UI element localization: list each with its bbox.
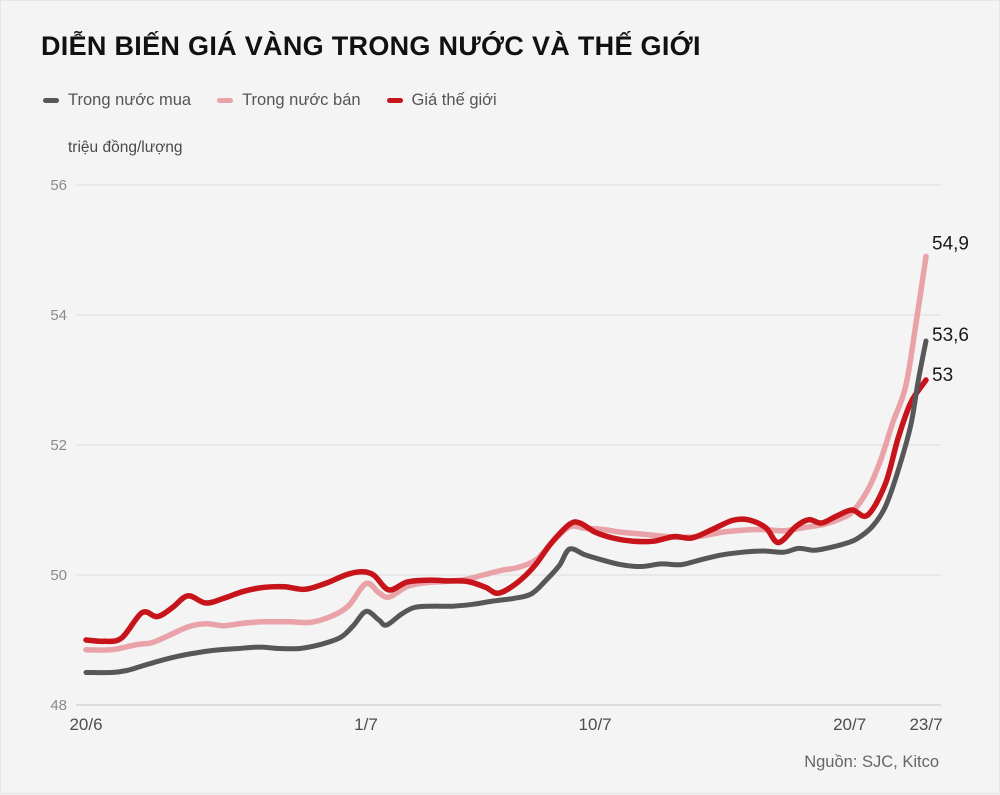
legend-label: Trong nước bán: [242, 91, 361, 109]
y-tick-label-50: 50: [50, 567, 67, 584]
legend-item-gia-the-gioi: Giá thế giới: [386, 91, 497, 110]
end-label-trong-nuoc-ban: 54,9: [932, 234, 969, 255]
legend: Trong nước mua Trong nước bán Giá thế gi…: [43, 91, 497, 110]
y-tick-label-56: 56: [50, 177, 67, 194]
legend-label: Trong nước mua: [68, 91, 192, 109]
legend-item-trong-nuoc-mua: Trong nước mua: [43, 91, 191, 110]
legend-dash-icon: [43, 98, 59, 103]
legend-item-trong-nuoc-ban: Trong nước bán: [217, 91, 361, 110]
y-tick-label-54: 54: [50, 307, 67, 324]
x-tick-label-23-7: 23/7: [909, 715, 942, 734]
end-label-trong-nuoc-mua: 53,6: [932, 325, 969, 346]
source-label: Nguồn: SJC, Kitco: [804, 753, 939, 771]
legend-label: Giá thế giới: [411, 91, 497, 109]
x-tick-label-20-6: 20/6: [69, 715, 102, 734]
end-label-gia-the-gioi: 53: [932, 365, 953, 386]
legend-dash-icon: [386, 98, 403, 103]
legend-dash-icon: [217, 98, 234, 103]
y-tick-label-52: 52: [50, 437, 67, 454]
x-tick-label-1-7: 1/7: [354, 715, 378, 734]
y-tick-label-48: 48: [50, 697, 67, 714]
x-tick-label-10-7: 10/7: [579, 715, 612, 734]
x-tick-label-20-7: 20/7: [833, 715, 866, 734]
y-axis-unit-label: triệu đồng/lượng: [68, 139, 183, 156]
series-line-gia-the-gioi: [83, 377, 929, 645]
chart-title: DIỄN BIẾN GIÁ VÀNG TRONG NƯỚC VÀ THẾ GIỚ…: [41, 31, 701, 61]
series-line-trong-nuoc-mua: [83, 338, 929, 676]
